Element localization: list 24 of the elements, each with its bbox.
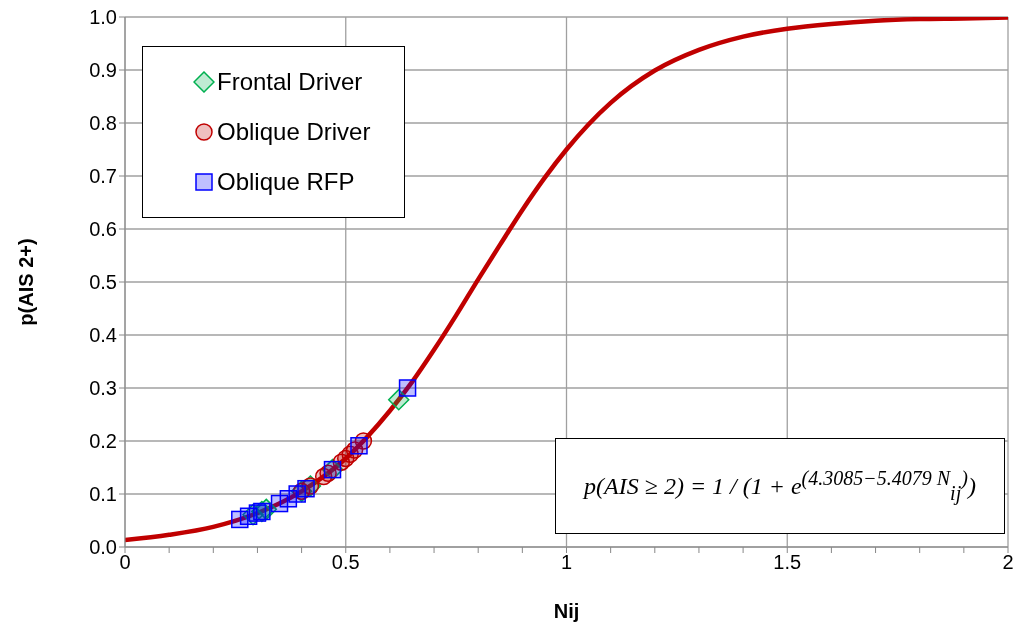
legend-label: Oblique Driver [217, 117, 371, 147]
legend-label: Frontal Driver [217, 67, 363, 97]
y-tick-label: 0.2 [89, 430, 117, 453]
y-tick-label: 0.5 [89, 271, 117, 294]
x-tick-label: 0 [119, 551, 131, 574]
x-tick-label: 2 [1002, 551, 1014, 574]
y-tick-label: 0.7 [89, 165, 117, 188]
y-tick-label: 0.0 [89, 536, 117, 559]
y-tick-label: 0.3 [89, 377, 117, 400]
y-tick-label: 0.6 [89, 218, 117, 241]
x-tick-label: 0.5 [331, 551, 360, 574]
x-axis-title: Nij [553, 600, 580, 622]
point [350, 437, 368, 455]
y-tick-label: 1.0 [89, 6, 117, 29]
point [297, 479, 315, 498]
y-axis-title: p(AIS 2+) [15, 238, 38, 326]
point [398, 379, 417, 397]
legend-label: Oblique RFP [217, 167, 355, 197]
y-tick-label: 0.1 [89, 483, 117, 506]
x-tick-label: 1.5 [773, 551, 802, 574]
y-tick-label: 0.4 [89, 324, 117, 347]
y-tick-label: 0.9 [89, 59, 117, 82]
y-tick-label: 0.8 [89, 112, 117, 135]
x-tick-label: 1 [560, 551, 573, 574]
